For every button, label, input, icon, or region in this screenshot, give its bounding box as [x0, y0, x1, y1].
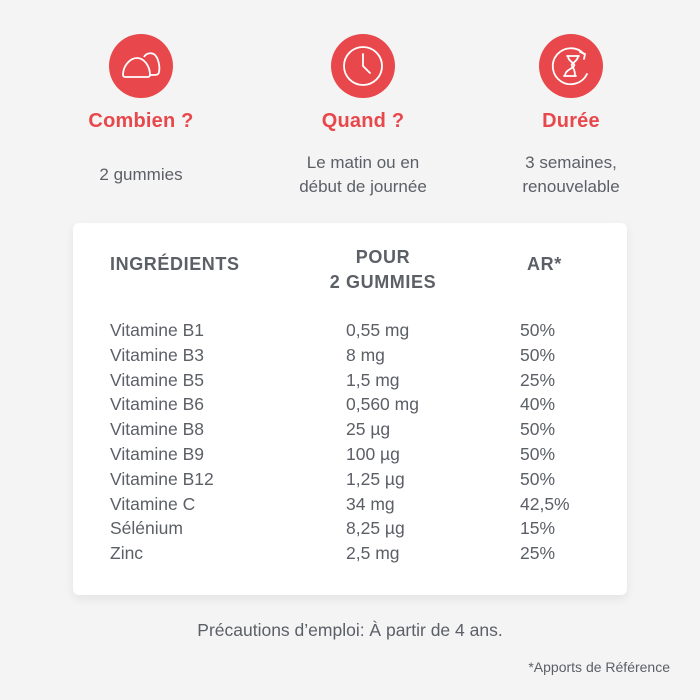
table-row: Vitamine B3 8 mg 50% [110, 343, 610, 368]
table-body: Vitamine B1 0,55 mg 50% Vitamine B3 8 mg 50%… [110, 318, 610, 566]
ingredient-name: Vitamine B9 [110, 443, 205, 464]
table-row: Vitamine C 34 mg 42,5% [110, 492, 610, 517]
ingredient-name: Vitamine C [110, 493, 196, 514]
ingredient-ar: 25% [520, 369, 556, 390]
table-row: Vitamine B1 0,55 mg 50% [110, 318, 610, 343]
table-row: Vitamine B6 0,560 mg 40% [110, 392, 610, 417]
feature-combien: Combien ? 2 gummies [31, 34, 251, 187]
ingredient-ar: 50% [520, 468, 556, 489]
ingredient-name: Vitamine B6 [110, 394, 205, 415]
ingredient-name: Vitamine B12 [110, 468, 214, 489]
header-per-2-gummies: POUR 2 GUMMIES [308, 245, 458, 295]
header-ingredients: INGRÉDIENTS [110, 254, 240, 274]
ingredient-amount: 0,560 mg [346, 394, 419, 415]
ingredient-ar: 25% [520, 543, 556, 564]
table-row: Vitamine B9 100 µg 50% [110, 442, 610, 467]
hourglass-cycle-icon [539, 34, 603, 98]
ingredient-amount: 1,25 µg [346, 468, 405, 489]
usage-precaution: Précautions d’emploi: À partir de 4 ans. [197, 620, 503, 640]
feature-description: Le matin ou en début de journée [253, 151, 473, 199]
feature-title: Durée [542, 110, 600, 132]
ingredient-name: Sélénium [110, 518, 183, 539]
header-line: 2 GUMMIES [329, 272, 437, 292]
feature-title: Quand ? [321, 110, 405, 132]
footnote-ar: *Apports de Référence [528, 659, 670, 675]
description-line: renouvelable [522, 177, 620, 196]
ingredient-name: Vitamine B1 [110, 320, 205, 340]
ingredient-amount: 2,5 mg [346, 543, 400, 564]
nutrition-table-card: INGRÉDIENTS POUR 2 GUMMIES AR* Vitamine … [73, 223, 627, 595]
header-ar: AR* [527, 254, 562, 274]
ingredient-name: Vitamine B5 [110, 369, 205, 390]
feature-quand: Quand ? Le matin ou en début de journée [253, 34, 473, 199]
feature-description: 3 semaines, renouvelable [461, 151, 681, 199]
ingredient-name: Zinc [110, 543, 144, 564]
ingredient-amount: 8,25 µg [346, 518, 405, 539]
clock-icon [331, 34, 395, 98]
table-row: Vitamine B12 1,25 µg 50% [110, 467, 610, 492]
ingredient-amount: 100 µg [346, 443, 400, 464]
gummies-icon [109, 34, 173, 98]
ingredient-name: Vitamine B3 [110, 344, 205, 365]
ingredient-amount: 34 mg [346, 493, 395, 514]
ingredient-amount: 1,5 mg [346, 369, 400, 390]
ingredient-ar: 50% [520, 419, 556, 440]
usage-features: Combien ? 2 gummies Quand ? Le matin ou … [0, 34, 700, 204]
ingredient-amount: 8 mg [346, 344, 385, 365]
ingredient-amount: 0,55 mg [346, 320, 410, 340]
feature-description: 2 gummies [99, 165, 183, 184]
description-line: 3 semaines, [525, 153, 617, 172]
feature-duree: Durée 3 semaines, renouvelable [461, 34, 681, 199]
table-row: Vitamine B5 1,5 mg 25% [110, 368, 610, 393]
description-line: Le matin ou en [306, 153, 420, 172]
ingredient-ar: 40% [520, 394, 556, 415]
table-row: Sélénium 8,25 µg 15% [110, 516, 610, 541]
table-row: Vitamine B8 25 µg 50% [110, 417, 610, 442]
ingredient-ar: 50% [520, 344, 556, 365]
ingredient-ar: 42,5% [520, 493, 570, 514]
ingredient-amount: 25 µg [346, 419, 391, 440]
ingredient-ar: 15% [520, 518, 556, 539]
description-line: début de journée [299, 177, 427, 196]
ingredient-ar: 50% [520, 443, 556, 464]
ingredient-ar: 50% [520, 320, 556, 340]
ingredient-name: Vitamine B8 [110, 419, 205, 440]
feature-title: Combien ? [88, 110, 194, 132]
table-row: Zinc 2,5 mg 25% [110, 541, 610, 566]
header-line: POUR [355, 247, 411, 267]
